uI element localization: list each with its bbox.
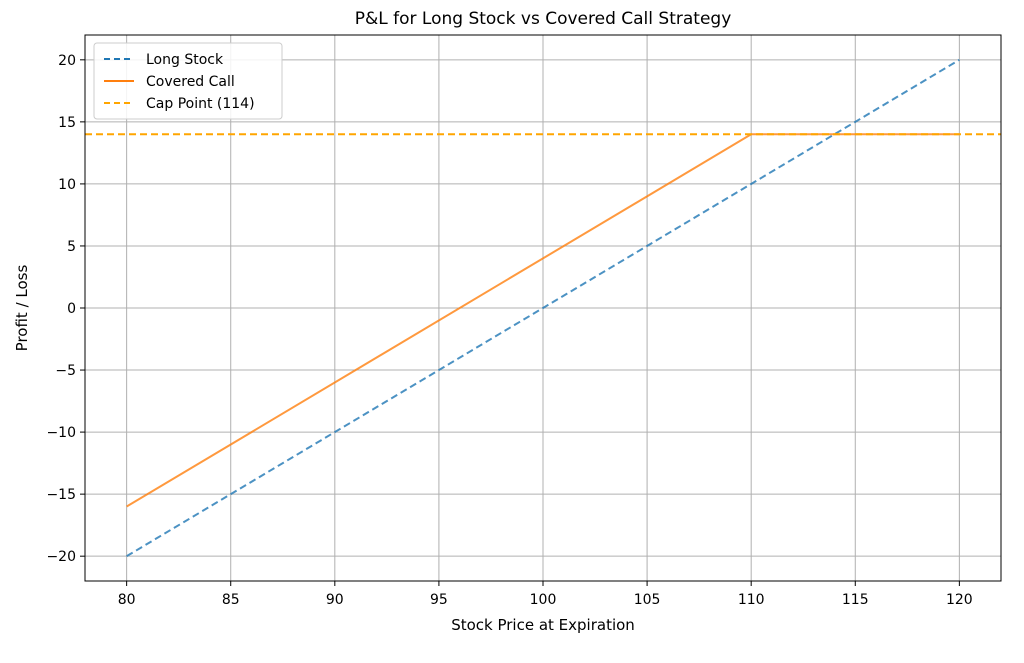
x-tick-label: 90: [326, 592, 344, 608]
y-tick-label: −10: [46, 425, 76, 441]
x-tick-label: 85: [222, 592, 240, 608]
x-tick-label: 110: [738, 592, 765, 608]
x-tick-label: 100: [530, 592, 557, 608]
y-tick-label: −15: [46, 487, 76, 503]
y-axis: −20 −15 −10 −5 0 5 10 15 20: [46, 53, 85, 565]
x-axis: 80 85 90 95 100 105 110 115 120: [118, 581, 973, 608]
plot-area: [85, 58, 1001, 558]
x-tick-label: 120: [946, 592, 973, 608]
legend-entry-label: Cap Point (114): [146, 96, 255, 112]
legend-box: [93, 42, 283, 120]
y-tick-label: 5: [67, 239, 76, 255]
legend-entry-label: Covered Call: [146, 74, 235, 90]
chart-title: P&L for Long Stock vs Covered Call Strat…: [355, 9, 732, 29]
x-tick-label: 80: [118, 592, 136, 608]
x-axis-label: Stock Price at Expiration: [451, 616, 635, 634]
x-tick-label: 105: [634, 592, 661, 608]
y-tick-label: −20: [46, 549, 76, 565]
series-line-long-stock: [126, 58, 960, 558]
x-tick-label: 115: [842, 592, 869, 608]
y-tick-label: 0: [67, 301, 76, 317]
legend-entry-label: Long Stock: [146, 52, 224, 68]
x-tick-label: 95: [430, 592, 448, 608]
y-tick-label: 10: [58, 177, 76, 193]
legend: Long Stock Covered Call Cap Point (114): [93, 42, 283, 120]
y-tick-label: 20: [58, 53, 76, 69]
y-tick-label: 15: [58, 115, 76, 131]
y-tick-label: −5: [55, 363, 76, 379]
y-axis-label: Profit / Loss: [13, 265, 31, 352]
